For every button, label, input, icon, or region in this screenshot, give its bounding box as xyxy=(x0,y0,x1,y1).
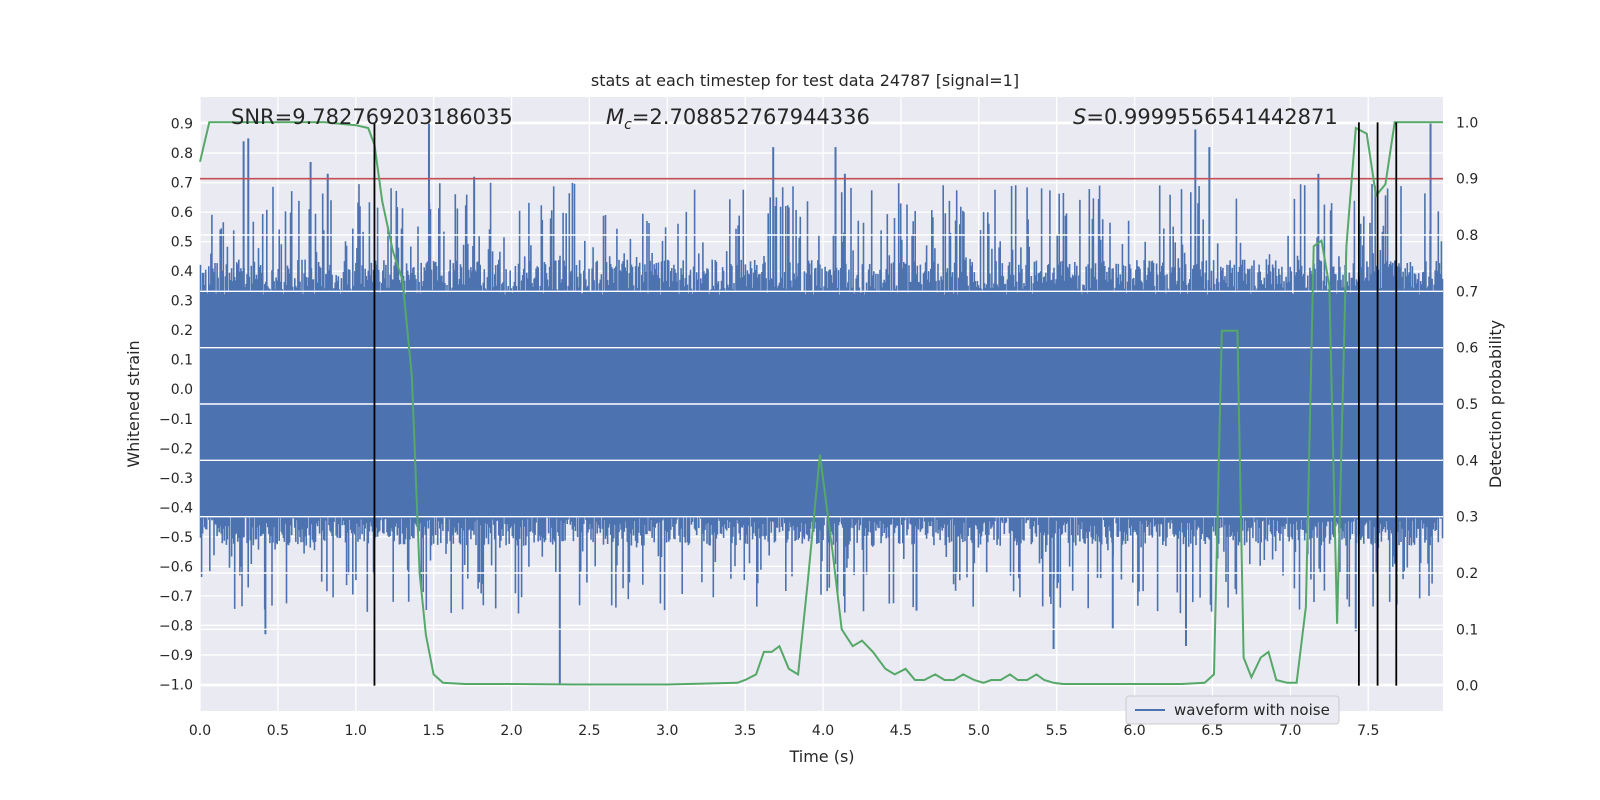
y-tick-label: 0.0 xyxy=(171,382,193,398)
legend-label: waveform with noise xyxy=(1174,701,1330,719)
detection-probability-line xyxy=(199,121,1443,686)
y-tick-label: 0.7 xyxy=(171,176,193,192)
snr-annotation: SNR=9.782769203186035 xyxy=(231,105,513,129)
right-tick-label: 0.1 xyxy=(1456,622,1478,638)
legend-box xyxy=(1125,695,1340,725)
right-tick-label: 1.0 xyxy=(1456,115,1478,131)
score-value: =0.9999556541442871 xyxy=(1086,105,1337,129)
y-tick-label: −0.4 xyxy=(159,500,193,516)
right-tick-label: 0.9 xyxy=(1456,172,1478,188)
y-axis-ticks: 0.9 0.8 0.7 0.6 0.5 0.4 0.3 0.2 0.1 0.0 −0.1 −0.2 −0… xyxy=(159,117,193,694)
right-axis-label: Detection probability xyxy=(1486,320,1505,488)
right-tick-label: 0.0 xyxy=(1456,679,1478,695)
x-tick-label: 3.5 xyxy=(734,723,756,739)
right-axis-ticks: 1.0 0.9 0.8 0.7 0.6 0.5 0.4 0.3 0.2 0.1 0.0 xyxy=(1456,115,1478,694)
x-tick-label: 3.0 xyxy=(656,723,678,739)
x-tick-label: 2.5 xyxy=(578,723,600,739)
x-tick-label: 7.0 xyxy=(1279,723,1301,739)
x-tick-label: 5.0 xyxy=(968,723,990,739)
right-tick-label: 0.7 xyxy=(1456,284,1478,300)
right-tick-label: 0.4 xyxy=(1456,453,1478,469)
x-tick-label: 0.0 xyxy=(189,723,211,739)
y-tick-label: 0.4 xyxy=(171,264,193,280)
y-tick-label: 0.2 xyxy=(171,323,193,339)
x-tick-label: 4.0 xyxy=(812,723,834,739)
y-tick-label: −0.2 xyxy=(159,441,193,457)
waveform-core-band xyxy=(200,294,1443,517)
plot-area xyxy=(199,97,1444,711)
x-tick-label: 6.5 xyxy=(1201,723,1223,739)
x-tick-label: 1.0 xyxy=(345,723,367,739)
x-tick-label: 6.0 xyxy=(1123,723,1145,739)
y-tick-label: −0.8 xyxy=(159,618,193,634)
y-tick-label: −0.7 xyxy=(159,589,193,605)
y-tick-label: 0.8 xyxy=(171,146,193,162)
y-axis-label: Whitened strain xyxy=(124,340,143,467)
y-tick-label: 0.5 xyxy=(171,235,193,251)
score-symbol: S xyxy=(1073,105,1086,129)
right-tick-label: 0.5 xyxy=(1456,397,1478,413)
x-tick-label: 4.5 xyxy=(890,723,912,739)
right-tick-label: 0.8 xyxy=(1456,228,1478,244)
y-tick-label: 0.6 xyxy=(171,205,193,221)
chart-title: stats at each timestep for test data 247… xyxy=(591,71,1019,90)
right-tick-label: 0.6 xyxy=(1456,341,1478,357)
legend: waveform with noise xyxy=(1125,695,1340,725)
y-tick-label: −1.0 xyxy=(159,677,193,693)
chirp-mass-annotation: Mc=2.708852767944336 xyxy=(606,105,870,133)
y-tick-label: −0.5 xyxy=(159,530,193,546)
x-tick-label: 7.5 xyxy=(1357,723,1379,739)
x-tick-label: 5.5 xyxy=(1046,723,1068,739)
right-tick-label: 0.2 xyxy=(1456,566,1478,582)
chirp-mass-symbol: M xyxy=(606,105,624,129)
x-axis-label: Time (s) xyxy=(788,747,854,766)
y-tick-label: 0.3 xyxy=(171,294,193,310)
y-tick-label: −0.9 xyxy=(159,648,193,664)
x-tick-label: 0.5 xyxy=(267,723,289,739)
chirp-mass-value: =2.708852767944336 xyxy=(632,105,870,129)
y-tick-label: −0.1 xyxy=(159,412,193,428)
x-axis-ticks: 0.0 0.5 1.0 1.5 2.0 2.5 3.0 3.5 4.0 4.5 5.0 5.5 6.0 6… xyxy=(189,723,1379,739)
x-tick-label: 2.0 xyxy=(500,723,522,739)
right-tick-label: 0.3 xyxy=(1456,510,1478,526)
event-markers xyxy=(373,122,1398,686)
y-tick-label: −0.6 xyxy=(159,559,193,575)
y-tick-label: −0.3 xyxy=(159,471,193,487)
score-annotation: S=0.9999556541442871 xyxy=(1073,105,1338,129)
chirp-mass-subscript: c xyxy=(624,117,632,133)
y-tick-label: 0.1 xyxy=(171,353,193,369)
y-tick-label: 0.9 xyxy=(171,117,193,133)
x-tick-label: 1.5 xyxy=(423,723,445,739)
